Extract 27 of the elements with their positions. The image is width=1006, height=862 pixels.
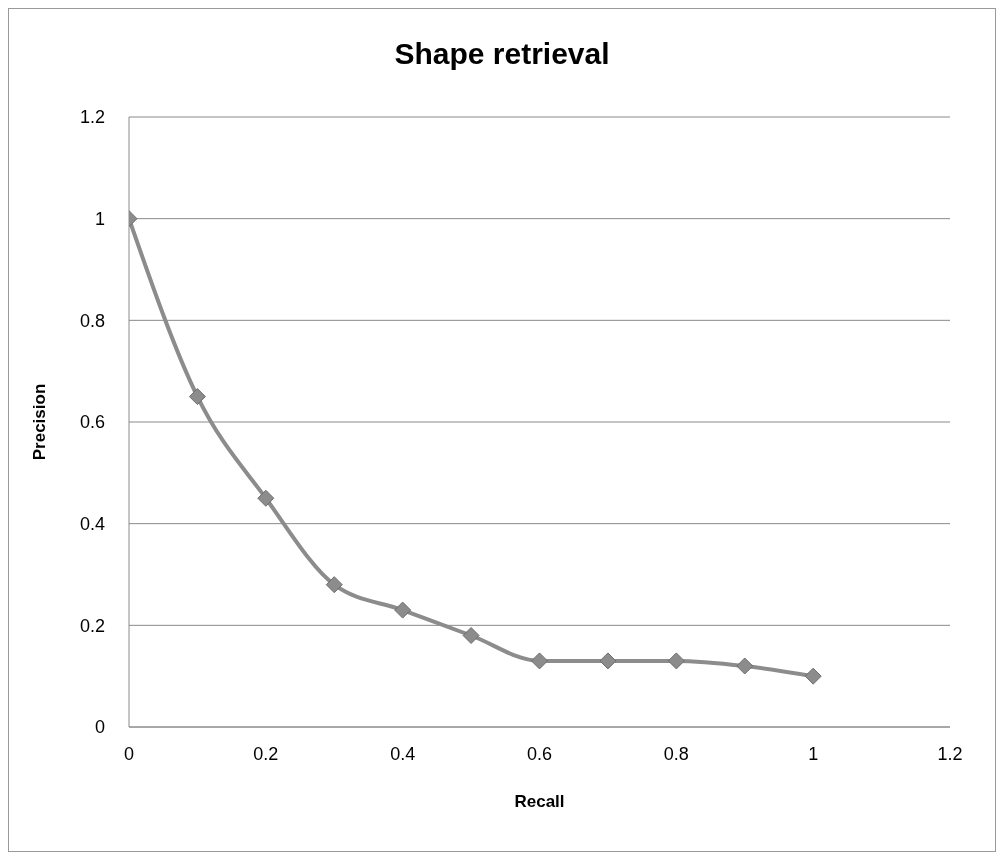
point [325, 576, 343, 594]
y-tick-label: 1 [94, 209, 105, 230]
x-tick-label: 0.6 [526, 743, 553, 764]
y-axis-title: Precision [30, 383, 50, 461]
point [736, 657, 754, 675]
y-tick-label: 0.4 [79, 514, 105, 535]
x-tick-label: 1.2 [937, 743, 963, 764]
y-tick-label: 0.6 [79, 412, 105, 433]
point [804, 667, 822, 685]
y-tick-label: 0 [94, 717, 105, 738]
x-tick-label: 1 [808, 743, 819, 764]
y-tick-label: 1.2 [79, 107, 105, 128]
point [667, 652, 685, 670]
x-tick-label: 0.2 [253, 743, 279, 764]
x-tick-label: 0 [123, 743, 135, 764]
point [188, 388, 206, 406]
y-tick-label: 0.8 [79, 310, 105, 331]
y-tick-label: 0.2 [79, 615, 105, 636]
chart-title: Shape retrieval [393, 37, 611, 72]
x-tick-label: 0.4 [390, 743, 416, 764]
point [394, 601, 412, 619]
point [531, 652, 548, 670]
point [462, 627, 480, 644]
x-tick-label: 0.8 [663, 743, 689, 764]
x-axis-title: Recall [514, 792, 565, 811]
point [257, 489, 275, 507]
point [599, 652, 617, 670]
